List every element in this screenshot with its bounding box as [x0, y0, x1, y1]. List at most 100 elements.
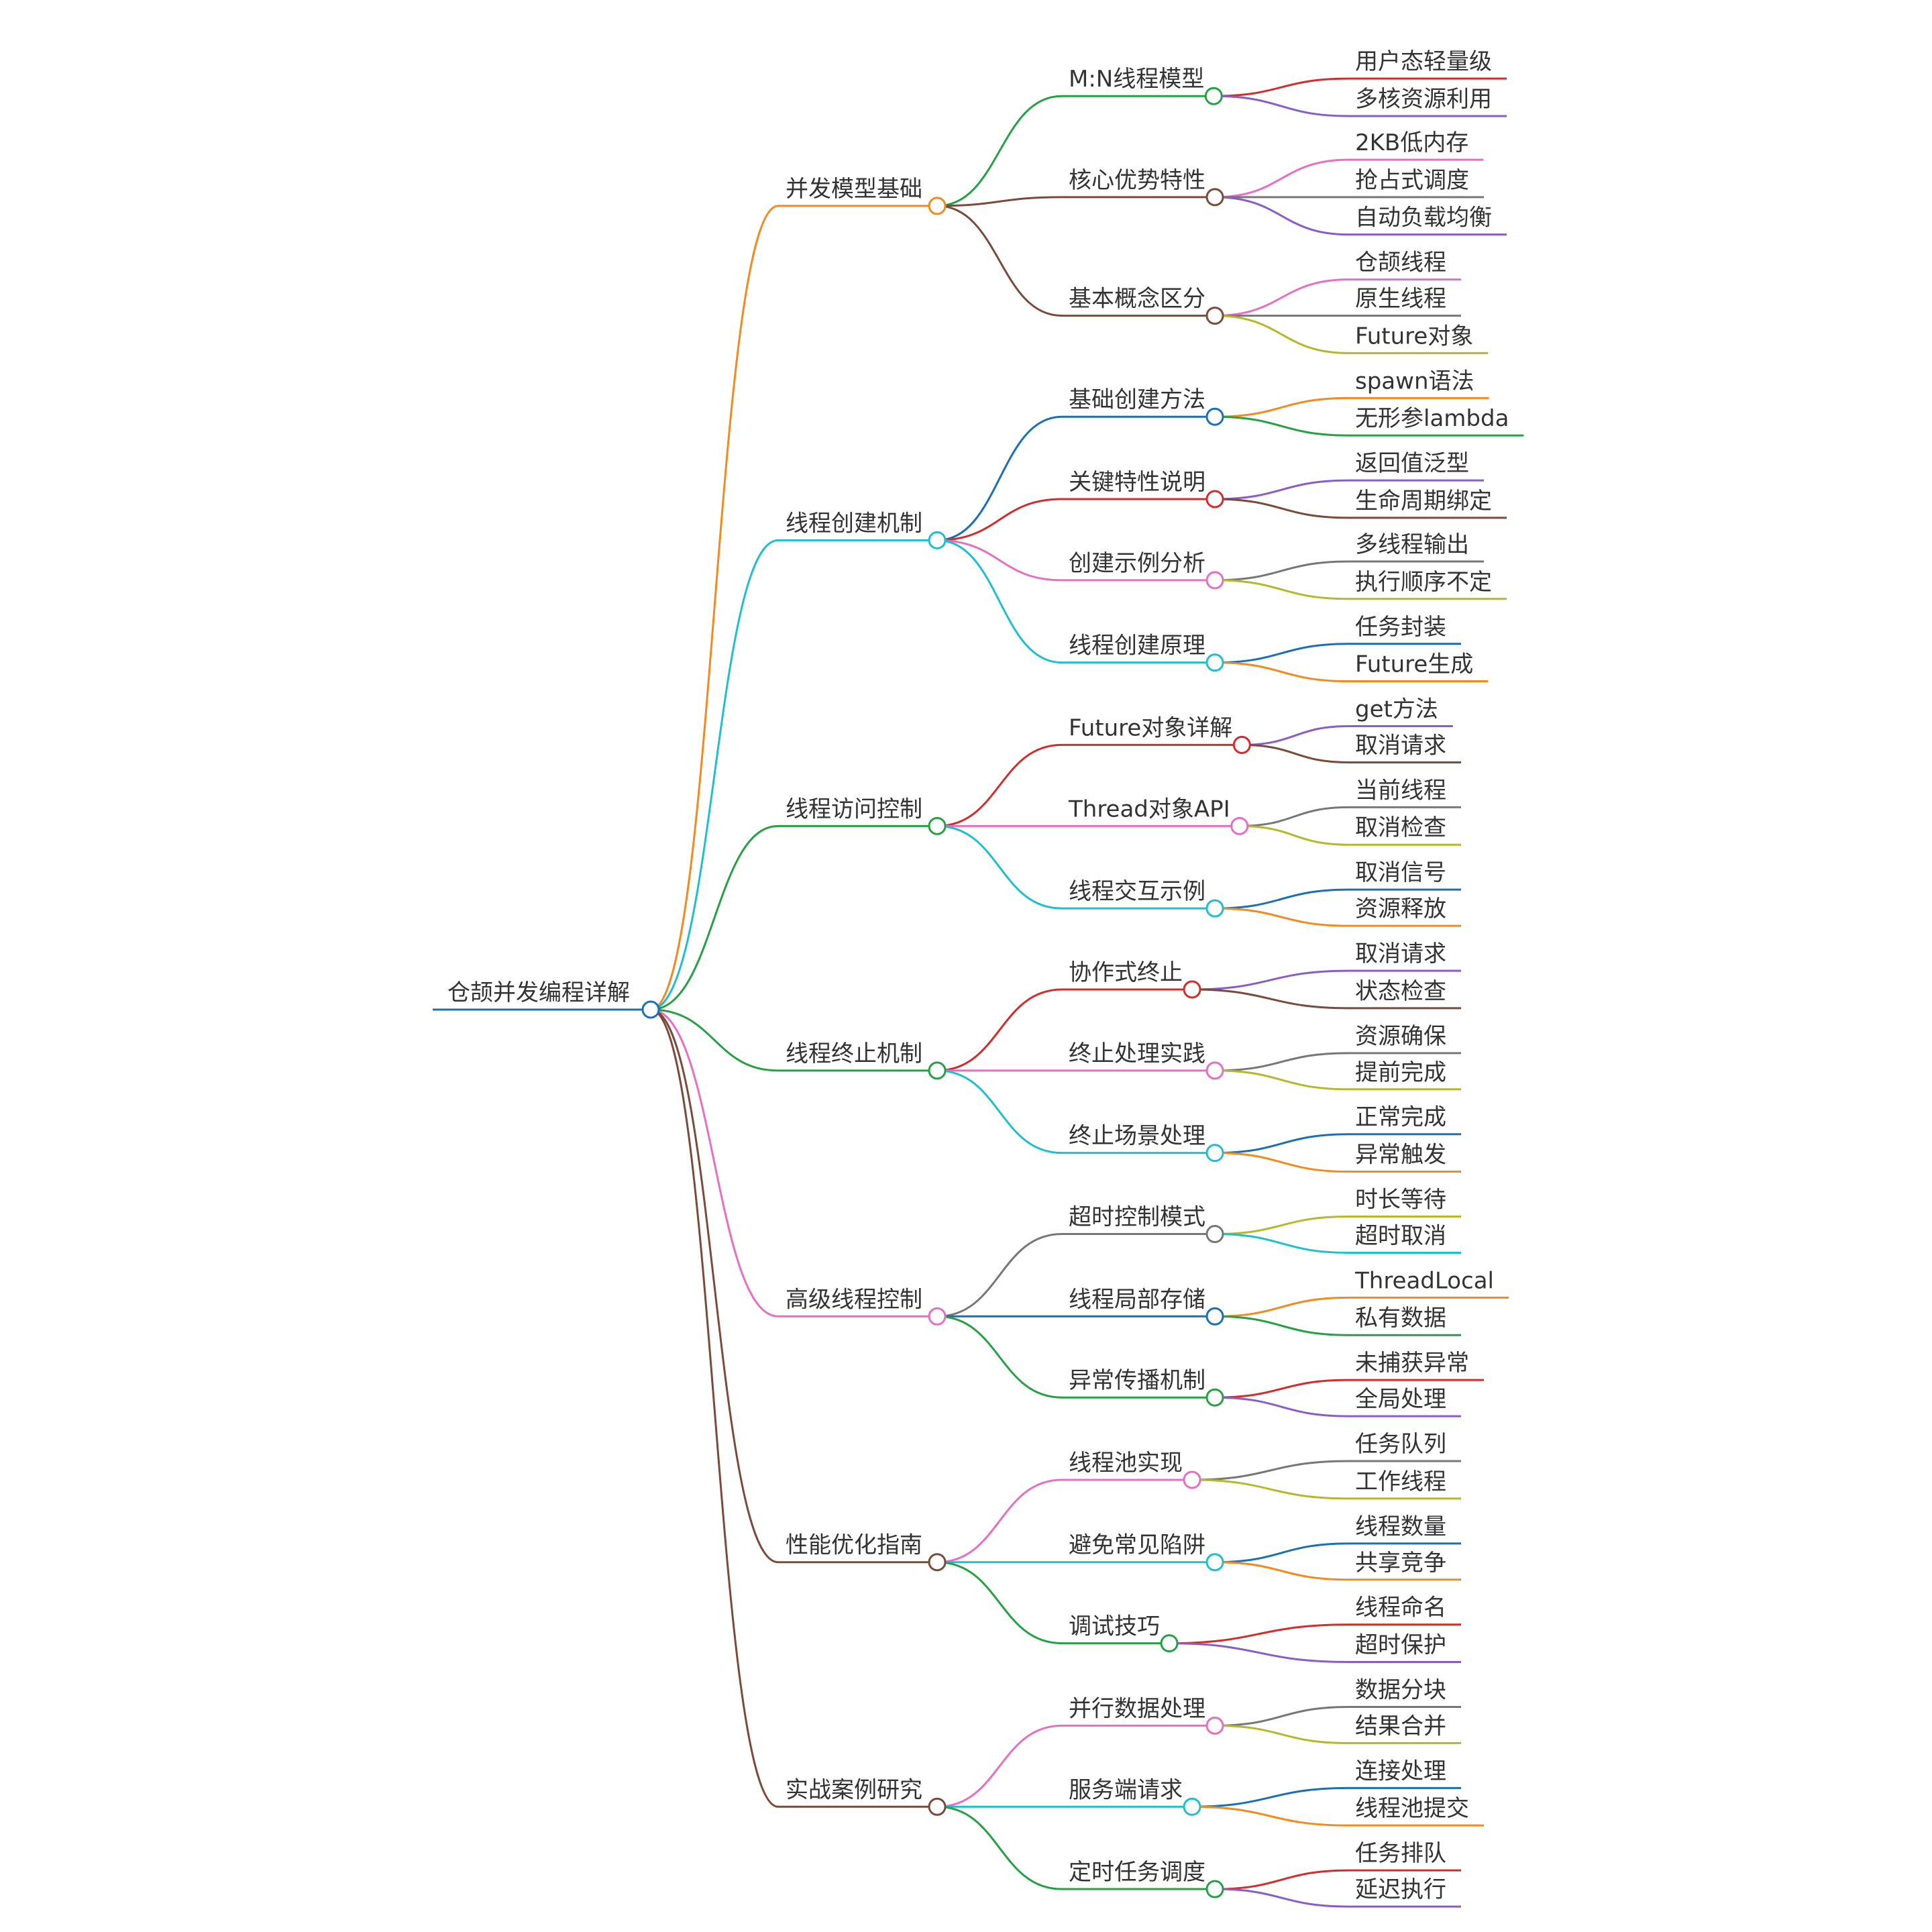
subtopic-node[interactable]	[1230, 816, 1249, 835]
subtopic-node[interactable]	[1205, 188, 1224, 207]
branch-node[interactable]	[928, 1553, 947, 1572]
subtopic[interactable]: 创建示例分析	[1062, 550, 1224, 590]
subtopic-node[interactable]	[1205, 1061, 1224, 1080]
branch-node[interactable]	[928, 1061, 947, 1080]
leaf-topic[interactable]: 异常触发	[1348, 1142, 1461, 1173]
subtopic[interactable]: M:N线程模型	[1062, 66, 1223, 105]
branch-topic[interactable]: 线程访问控制	[778, 796, 947, 835]
subtopic[interactable]: 服务端请求	[1062, 1776, 1201, 1816]
branch-topic[interactable]: 线程终止机制	[778, 1040, 947, 1080]
leaf-topic[interactable]: 线程命名	[1348, 1595, 1461, 1626]
leaf-topic[interactable]: 2KB低内存	[1348, 129, 1484, 161]
branch-node[interactable]	[928, 1797, 947, 1816]
leaf-topic[interactable]: Future生成	[1348, 651, 1489, 683]
subtopic-node[interactable]	[1205, 571, 1224, 590]
leaf-topic[interactable]: 用户态轻量级	[1348, 48, 1507, 80]
subtopic-node[interactable]	[1205, 899, 1224, 918]
branch-topic[interactable]: 性能优化指南	[778, 1532, 947, 1572]
leaf-topic[interactable]: 任务封装	[1348, 614, 1461, 645]
subtopic[interactable]: 关键特性说明	[1062, 469, 1224, 508]
subtopic-node[interactable]	[1232, 735, 1251, 754]
subtopic-node[interactable]	[1205, 1388, 1224, 1407]
branch-topic[interactable]: 并发模型基础	[778, 176, 947, 215]
leaf-topic[interactable]: 抢占式调度	[1348, 167, 1484, 199]
subtopic-node[interactable]	[1205, 653, 1224, 672]
subtopic[interactable]: 核心优势特性	[1062, 167, 1224, 207]
branch-node[interactable]	[928, 816, 947, 835]
subtopic-node[interactable]	[1205, 1307, 1224, 1326]
subtopic-node[interactable]	[1205, 490, 1224, 508]
subtopic[interactable]: 线程交互示例	[1062, 878, 1224, 918]
leaf-topic[interactable]: 提前完成	[1348, 1059, 1461, 1091]
subtopic[interactable]: Thread对象API	[1062, 796, 1249, 835]
leaf-topic[interactable]: 正常完成	[1348, 1104, 1461, 1136]
subtopic[interactable]: 基础创建方法	[1062, 386, 1224, 426]
leaf-topic[interactable]: 连接处理	[1348, 1758, 1461, 1789]
branch-node[interactable]	[928, 531, 947, 549]
leaf-topic[interactable]: 取消信号	[1348, 859, 1461, 891]
leaf-topic[interactable]: 仓颉线程	[1348, 250, 1461, 281]
leaf-topic[interactable]: 状态检查	[1348, 978, 1461, 1010]
branch-topic[interactable]: 实战案例研究	[778, 1776, 947, 1816]
subtopic[interactable]: 终止处理实践	[1062, 1040, 1224, 1080]
subtopic[interactable]: 超时控制模式	[1062, 1204, 1224, 1244]
leaf-topic[interactable]: 延迟执行	[1348, 1876, 1461, 1908]
subtopic-node[interactable]	[1205, 1144, 1224, 1163]
subtopic-node[interactable]	[1205, 1225, 1224, 1244]
subtopic[interactable]: 线程局部存储	[1062, 1286, 1224, 1326]
subtopic-node[interactable]	[1205, 1553, 1224, 1572]
subtopic-node[interactable]	[1205, 407, 1224, 426]
leaf-topic[interactable]: 线程数量	[1348, 1513, 1461, 1545]
leaf-topic[interactable]: 取消检查	[1348, 814, 1461, 846]
leaf-topic[interactable]: 任务队列	[1348, 1431, 1461, 1462]
subtopic[interactable]: 并行数据处理	[1062, 1695, 1224, 1735]
leaf-topic[interactable]: 未捕获异常	[1348, 1350, 1484, 1381]
branch-node[interactable]	[928, 1307, 947, 1326]
leaf-topic[interactable]: 私有数据	[1348, 1305, 1461, 1336]
leaf-topic[interactable]: Future对象	[1348, 323, 1489, 354]
leaf-topic[interactable]: 超时取消	[1348, 1222, 1461, 1254]
subtopic[interactable]: 线程池实现	[1062, 1450, 1201, 1489]
branch-topic[interactable]: 高级线程控制	[778, 1286, 947, 1326]
subtopic-node[interactable]	[1183, 1470, 1201, 1489]
branch-node[interactable]	[928, 197, 947, 215]
leaf-topic[interactable]: 执行顺序不定	[1348, 569, 1507, 600]
leaf-topic[interactable]: 多核资源利用	[1348, 86, 1507, 117]
leaf-topic[interactable]: 无形参lambda	[1348, 405, 1524, 437]
root-node[interactable]	[641, 1000, 660, 1019]
subtopic[interactable]: 基本概念区分	[1062, 286, 1224, 325]
branch-topic[interactable]: 线程创建机制	[778, 510, 947, 549]
leaf-topic[interactable]: 数据分块	[1348, 1676, 1461, 1708]
leaf-topic[interactable]: 资源释放	[1348, 896, 1461, 927]
subtopic[interactable]: 协作式终止	[1062, 959, 1201, 999]
subtopic-node[interactable]	[1183, 980, 1201, 999]
leaf-topic[interactable]: 取消请求	[1348, 732, 1461, 763]
leaf-topic[interactable]: 生命周期绑定	[1348, 488, 1507, 519]
leaf-topic[interactable]: 任务排队	[1348, 1840, 1461, 1872]
leaf-topic[interactable]: 资源确保	[1348, 1023, 1461, 1055]
subtopic-node[interactable]	[1183, 1797, 1201, 1816]
leaf-topic[interactable]: 全局处理	[1348, 1386, 1461, 1417]
leaf-topic[interactable]: 取消请求	[1348, 941, 1461, 972]
subtopic[interactable]: 调试技巧	[1062, 1613, 1179, 1653]
subtopic[interactable]: 异常传播机制	[1062, 1367, 1224, 1407]
subtopic[interactable]: 线程创建原理	[1062, 633, 1224, 672]
leaf-topic[interactable]: 线程池提交	[1348, 1795, 1484, 1827]
subtopic[interactable]: 避免常见陷阱	[1062, 1532, 1224, 1572]
leaf-topic[interactable]: 结果合并	[1348, 1713, 1461, 1744]
leaf-topic[interactable]: 多线程输出	[1348, 531, 1484, 563]
subtopic-node[interactable]	[1160, 1634, 1179, 1653]
leaf-topic[interactable]: get方法	[1348, 696, 1453, 728]
subtopic-node[interactable]	[1205, 1716, 1224, 1735]
leaf-topic[interactable]: 超时保护	[1348, 1632, 1461, 1664]
subtopic[interactable]: Future对象详解	[1062, 714, 1251, 754]
leaf-topic[interactable]: 共享竞争	[1348, 1550, 1461, 1581]
leaf-topic[interactable]: 当前线程	[1348, 777, 1461, 808]
subtopic-node[interactable]	[1205, 307, 1224, 325]
leaf-topic[interactable]: spawn语法	[1348, 368, 1489, 399]
leaf-topic[interactable]: 时长等待	[1348, 1187, 1461, 1218]
leaf-topic[interactable]: ThreadLocal	[1348, 1267, 1509, 1299]
leaf-topic[interactable]: 原生线程	[1348, 286, 1461, 317]
subtopic-node[interactable]	[1204, 87, 1223, 105]
subtopic-node[interactable]	[1205, 1880, 1224, 1898]
